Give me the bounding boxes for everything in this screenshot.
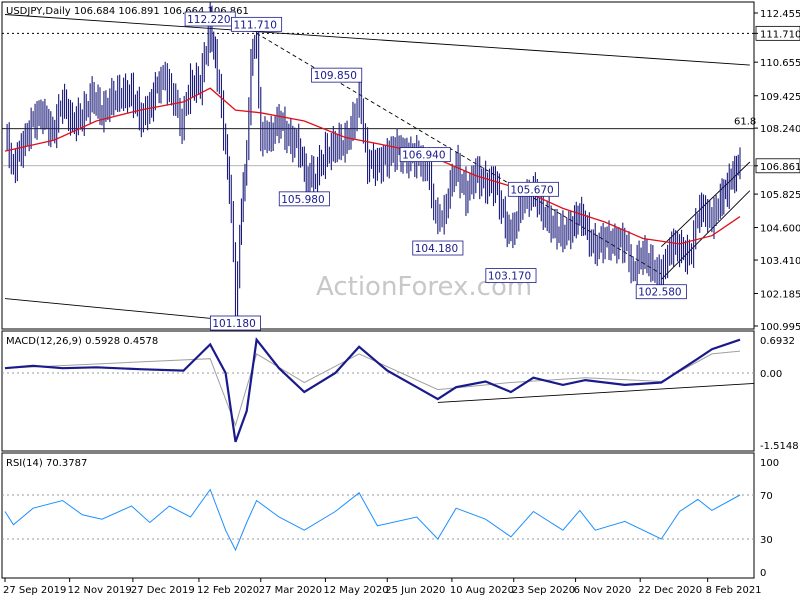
- macd-panel: [1, 330, 755, 452]
- macd-header: MACD(12,26,9) 0.5928 0.4578: [6, 336, 158, 347]
- price-axis-label: 112.455: [760, 9, 800, 20]
- price-label: 112.220: [187, 14, 230, 26]
- fib-level-label: 61.8: [734, 117, 756, 128]
- price-label-box: [311, 67, 363, 83]
- price-label-box: [278, 191, 330, 207]
- macd-line: [4, 336, 741, 443]
- price-axis: 112.455 111.710 110.655 109.425 108.240 106.8…: [754, 9, 800, 333]
- rsi-axis-label: 30: [760, 535, 773, 546]
- price-axis-label: 108.240: [760, 124, 800, 135]
- macd-series: 0.6932 0.00 -1.5148: [4, 336, 799, 452]
- moving-average-line: [4, 87, 741, 245]
- rsi-line: [4, 488, 741, 552]
- time-axis-label: 27 Dec 2019: [131, 585, 195, 596]
- price-label: 101.180: [212, 318, 255, 330]
- time-axis-label: 12 May 2020: [323, 585, 388, 596]
- time-axis-label: 6 Nov 2020: [574, 585, 632, 596]
- time-axis-label: 22 Dec 2020: [638, 585, 702, 596]
- price-label-box: [231, 16, 283, 32]
- price-label: 105.980: [281, 194, 324, 206]
- rsi-axis-label: 100: [760, 458, 779, 469]
- time-axis: 27 Sep 2019 12 Nov 2019 27 Dec 2019 12 Feb …: [3, 578, 762, 596]
- time-axis-label: 8 Feb 2021: [706, 585, 762, 596]
- moving-average: [4, 87, 741, 245]
- price-axis-label: 103.410: [760, 256, 800, 267]
- channel-lower-line: [660, 190, 751, 280]
- price-axis-label: 104.600: [760, 224, 800, 235]
- time-axis-label: 27 Mar 2020: [259, 585, 322, 596]
- price-label-box: [507, 181, 559, 197]
- time-axis-label: 12 Nov 2019: [68, 585, 132, 596]
- price-axis-label: 102.185: [760, 289, 800, 300]
- price-axis-label: 100.995: [760, 322, 800, 333]
- macd-axis-label: 0.6932: [760, 336, 795, 347]
- macd-axis-label: 0.00: [760, 369, 782, 380]
- price-label-box: [485, 268, 537, 283]
- falling-support-line: [4, 298, 237, 322]
- symbol-header: USDJPY,Daily 106.684 106.891 106.664 106…: [6, 6, 249, 17]
- rsi-axis-label: 0: [760, 568, 766, 579]
- price-axis-label: 105.825: [760, 190, 800, 201]
- time-axis-label: 27 Sep 2019: [3, 585, 66, 596]
- price-label: 111.710: [233, 19, 276, 31]
- macd-support-line: [437, 382, 755, 403]
- rsi-series: 100 70 30 0: [4, 458, 779, 579]
- price-label-box: [209, 315, 261, 331]
- price-axis-label: 106.861: [760, 162, 800, 173]
- time-axis-label: 10 Aug 2020: [450, 585, 514, 596]
- rsi-axis-label: 70: [760, 491, 773, 502]
- price-axis-label: 110.655: [760, 58, 800, 69]
- rsi-header: RSI(14) 70.3787: [6, 458, 87, 469]
- time-axis-label: 12 Feb 2020: [197, 585, 259, 596]
- grid-lines: 61.8: [2, 32, 756, 540]
- macd-axis-label: -1.5148: [760, 441, 799, 452]
- price-axis-label: 111.710: [760, 29, 800, 40]
- price-label: 104.180: [415, 243, 458, 255]
- price-label: 109.850: [314, 70, 357, 82]
- price-label-box: [412, 240, 464, 256]
- price-label: 103.170: [488, 271, 531, 283]
- time-axis-label: 23 Sep 2020: [512, 585, 575, 596]
- price-axis-label: 109.425: [760, 92, 800, 103]
- price-labels: 112.220 111.710 109.850 105.980 106.940 104.1…: [184, 11, 687, 331]
- rsi-panel: [1, 452, 755, 579]
- price-label: 105.670: [510, 184, 553, 196]
- price-label-box: [399, 147, 451, 163]
- time-axis-label: 25 Jun 2020: [385, 585, 445, 596]
- price-label: 106.940: [402, 150, 445, 162]
- falling-resistance-line: [4, 14, 750, 66]
- price-label-box: [635, 284, 687, 300]
- price-label: 102.580: [638, 287, 681, 299]
